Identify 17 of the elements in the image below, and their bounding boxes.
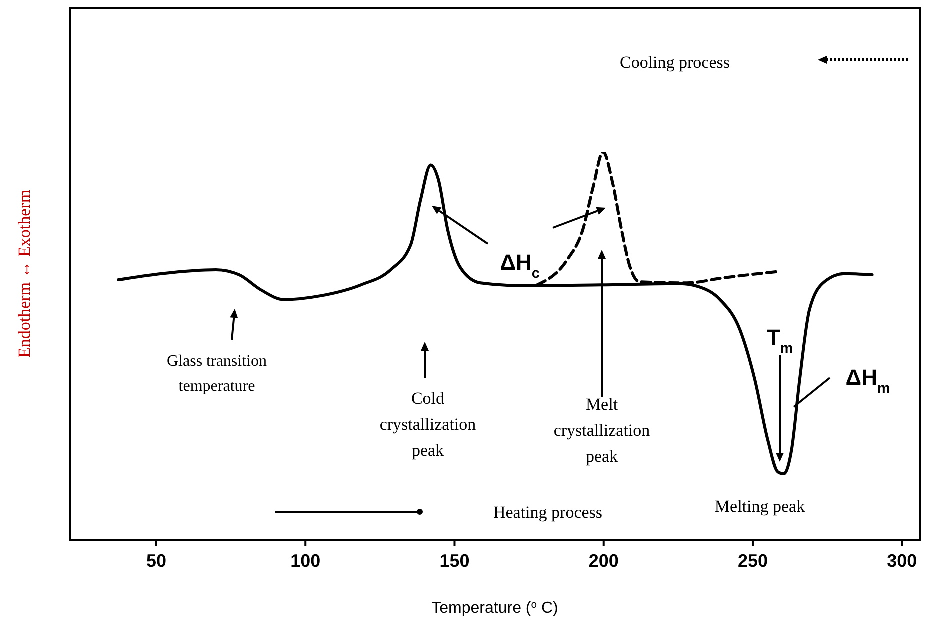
annotation: Heating process [493,503,603,522]
y-axis-title: Endotherm ↔ Exotherm [15,190,34,358]
annotation: Melting peak [714,497,806,516]
x-axis-title: Temperature ($^{o}$ C) [432,600,558,617]
text: Cooling process [620,53,730,72]
annotation: ΔH$_{c}$ [500,250,540,282]
x-tick-label: 250 [738,550,768,571]
annotation: Glass transition temperature [167,353,267,395]
x-tick-label: 100 [290,550,321,571]
annotation: T$_{m}$ [766,325,794,357]
x-tick-label: 150 [440,550,470,571]
annotation: Melt crystallization peak [554,395,651,466]
x-tick-label: 200 [588,550,619,571]
annotation: Cold crystallization peak [380,389,477,460]
x-tick-label: 300 [887,550,918,571]
x-tick-label: 50 [146,550,167,571]
annotation: ΔH$_{m}$ [846,365,890,397]
